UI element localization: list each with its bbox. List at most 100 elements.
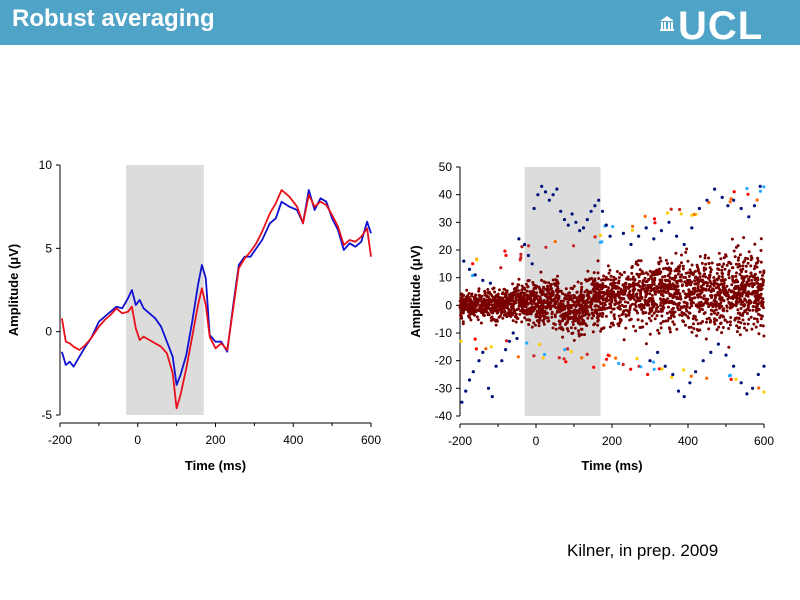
fringe-point [598,233,603,237]
trial-point [579,327,583,331]
trial-point [696,285,700,289]
outlier-point [566,223,570,227]
trial-point [601,311,605,315]
trial-point [665,286,669,290]
trial-point [543,315,547,319]
trial-point [742,236,746,240]
outlier-point [532,206,536,211]
trial-point [600,287,604,291]
trial-point [710,261,714,265]
trial-point [714,308,718,312]
trial-point [745,283,748,287]
fringe-point [690,213,694,217]
trial-point [696,267,700,271]
fringe-point [652,217,657,221]
trial-point [680,253,683,257]
fringe-point [646,372,650,377]
trial-point [535,309,539,313]
trial-point [520,288,524,292]
outlier-point [701,359,705,363]
trial-point [521,311,525,314]
trial-point [677,303,680,307]
trial-point [746,261,750,265]
trial-point [476,302,480,306]
trial-point [755,265,759,269]
trial-point [477,293,481,297]
trial-point [478,309,482,313]
trial-point [695,278,699,282]
trial-point [646,283,650,287]
fringe-point [473,337,477,341]
outlier-point [551,193,555,197]
fringe-point [745,186,749,191]
trial-point [628,306,632,310]
trial-point [563,312,567,316]
x-tick-label: 200 [205,433,225,447]
trial-point [613,281,617,285]
outlier-point [747,215,751,219]
trial-point [499,308,503,312]
fringe-point [729,377,733,381]
trial-point [649,284,653,288]
trial-point [659,321,663,325]
trial-point [631,275,635,279]
trial-point [743,287,747,291]
trial-point [525,318,529,322]
trial-point [561,328,565,332]
trial-point [499,299,503,302]
trial-point [519,302,523,306]
trial-point [738,253,742,257]
trial-point [716,311,720,315]
trial-point [670,299,674,303]
outlier-point [751,386,755,390]
fringe-point [678,207,682,212]
trial-point [666,274,670,278]
trial-point [541,301,545,305]
logo-text: UCL [678,4,764,48]
trial-point [551,278,555,282]
trial-point [534,296,538,300]
trial-point [711,287,715,291]
outlier-point [589,209,593,213]
trial-point [739,321,743,325]
trial-point [579,316,583,320]
trial-point [477,287,481,291]
trial-point [568,291,571,295]
trial-point [506,311,510,315]
trial-point [604,314,608,318]
trial-point [523,292,527,296]
trial-point [614,287,618,290]
trial-point [596,287,599,291]
trial-point [667,301,671,305]
trial-point [644,311,648,315]
trial-point [597,290,601,294]
trial-point [486,313,490,317]
trial-point [759,260,763,264]
trial-point [559,325,563,329]
trial-point [727,261,731,265]
trial-point [512,307,516,311]
fringe-point [660,367,664,371]
trial-point [756,259,760,263]
trial-point [613,317,617,321]
trial-point [626,301,630,305]
trial-point [717,251,721,255]
trial-point [746,307,750,311]
trial-point [689,302,693,306]
trial-point [586,304,590,308]
trial-point [560,305,564,309]
trial-point [719,298,723,302]
trial-point [662,267,665,271]
trial-point [698,328,702,332]
fringe-point [519,252,523,256]
trial-point [479,321,483,325]
trial-point [523,299,527,303]
trial-point [596,315,600,319]
outlier-point [667,220,671,224]
trial-point [681,305,685,309]
trial-point [716,267,720,271]
trial-point [714,305,718,308]
trial-point [460,292,464,296]
trial-point [702,294,706,298]
x-tick-label: 200 [602,434,622,448]
